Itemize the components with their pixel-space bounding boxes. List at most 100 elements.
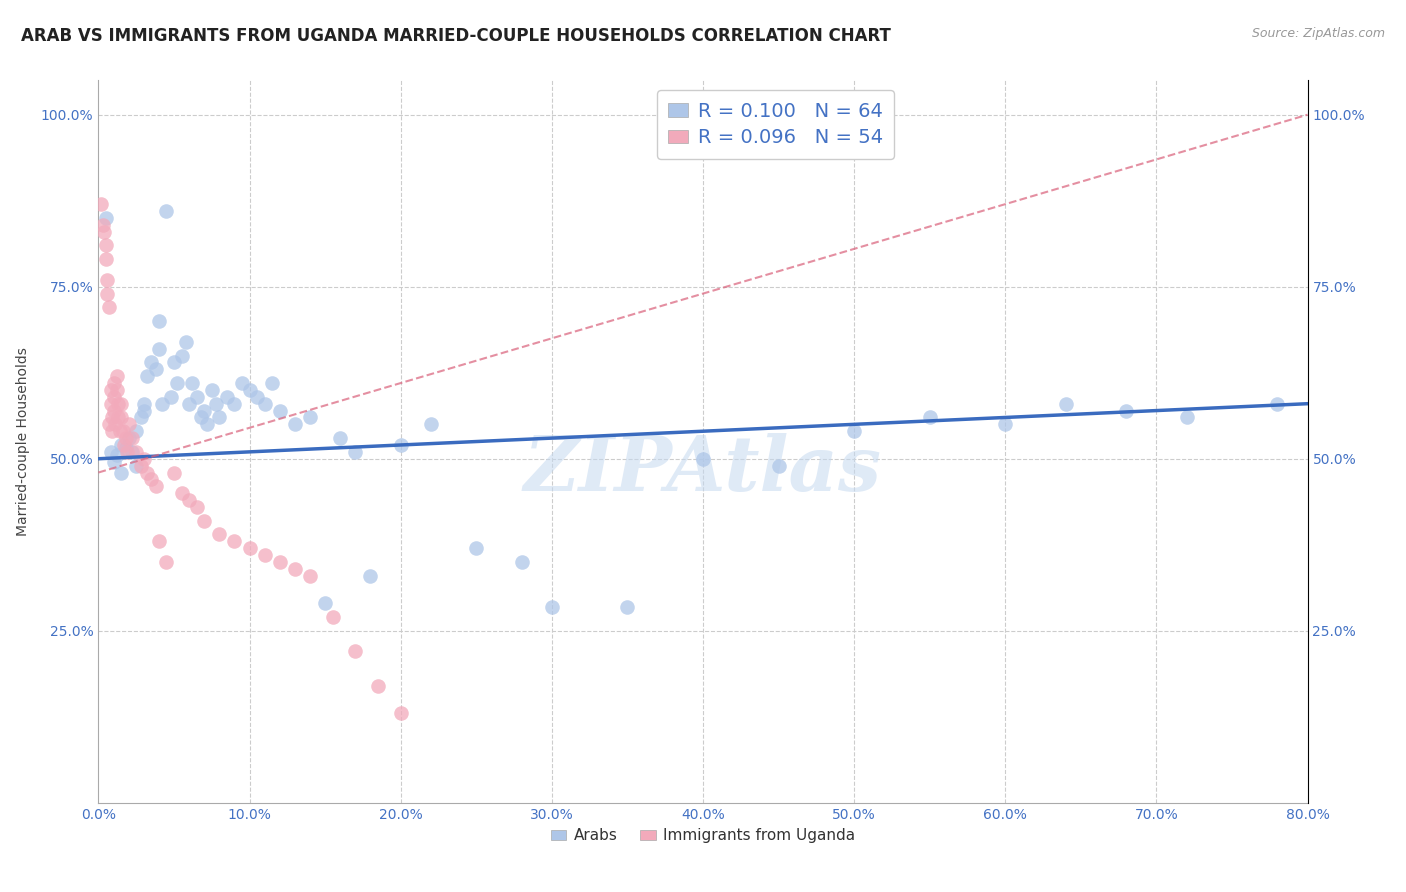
Point [107,397,129,411]
Point [100,397,122,411]
Point [540,599,562,614]
Legend: Arabs, Immigrants from Uganda: Arabs, Immigrants from Uganda [544,822,862,849]
Point [166,376,188,390]
Point [239,383,262,397]
Point [93,225,115,239]
Point [262,376,284,390]
Point [98,417,121,432]
Point [129,458,152,473]
Point [132,451,155,466]
Y-axis label: Married-couple Households: Married-couple Households [15,347,30,536]
Point [1115,403,1137,417]
Point [135,466,157,480]
Point [201,383,224,397]
Point [163,466,186,480]
Point [118,417,141,432]
Point [101,424,124,438]
Point [170,486,193,500]
Point [179,397,201,411]
Point [284,417,307,432]
Point [186,390,208,404]
Point [1175,410,1198,425]
Point [100,445,122,459]
Point [389,706,412,721]
Point [224,534,246,549]
Point [148,534,170,549]
Point [215,390,238,404]
Text: ZIPAtlas: ZIPAtlas [524,434,882,508]
Point [101,410,124,425]
Point [174,334,197,349]
Point [100,383,122,397]
Point [105,369,128,384]
Point [103,376,125,390]
Point [314,596,336,610]
Point [208,410,231,425]
Point [1267,397,1289,411]
Point [125,445,148,459]
Point [110,438,132,452]
Point [129,410,152,425]
Point [148,314,170,328]
Point [181,376,204,390]
Point [322,610,344,624]
Point [105,383,128,397]
Point [111,424,134,438]
Point [96,286,118,301]
Point [231,376,253,390]
Point [170,349,193,363]
Point [145,479,167,493]
Point [103,455,125,469]
Point [155,204,177,219]
Point [112,438,135,452]
Point [284,562,307,576]
Point [103,403,125,417]
Point [208,527,231,541]
Point [465,541,488,556]
Point [94,211,117,225]
Point [141,355,163,369]
Point [269,555,291,569]
Point [389,438,412,452]
Point [104,417,127,432]
Point [239,541,262,556]
Point [205,397,228,411]
Point [155,555,177,569]
Point [121,431,143,445]
Point [148,342,170,356]
Point [692,451,714,466]
Point [110,466,132,480]
Point [360,568,382,582]
Point [103,390,125,404]
Point [150,397,173,411]
Point [1054,397,1077,411]
Point [269,403,291,417]
Point [135,369,157,384]
Point [108,424,131,438]
Point [179,493,201,508]
Point [115,445,138,459]
Text: Source: ZipAtlas.com: Source: ZipAtlas.com [1251,27,1385,40]
Point [253,397,276,411]
Point [105,448,128,462]
Point [344,445,367,459]
Point [160,390,183,404]
Point [253,548,276,562]
Point [114,431,136,445]
Point [768,458,790,473]
Point [616,599,638,614]
Point [114,442,136,456]
Point [110,410,132,425]
Point [110,397,132,411]
Point [125,424,148,438]
Point [98,301,121,315]
Point [90,197,112,211]
Point [121,445,143,459]
Point [94,238,117,252]
Point [510,555,533,569]
Point [145,362,167,376]
Point [299,410,322,425]
Point [344,644,367,658]
Point [132,397,155,411]
Point [844,424,866,438]
